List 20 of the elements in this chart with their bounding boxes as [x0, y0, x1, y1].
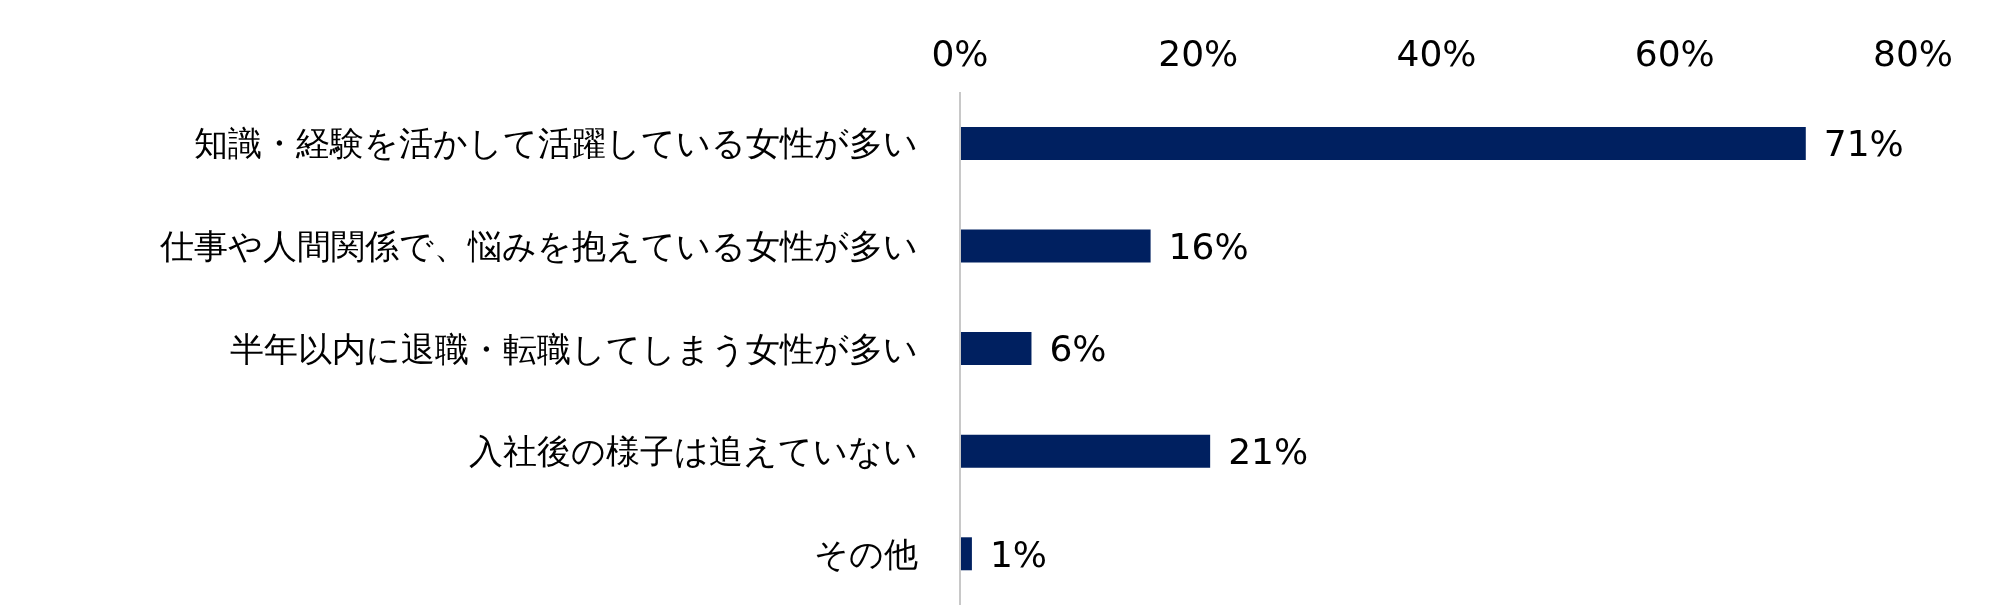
data-label: 21% [1228, 430, 1309, 472]
bar [960, 434, 1211, 468]
x-tick-label: 80% [1872, 33, 1954, 74]
bar [960, 537, 972, 571]
bar [960, 229, 1151, 263]
data-label: 71% [1823, 123, 1904, 165]
x-tick-label: 60% [1634, 33, 1715, 74]
y-tick-label: 入社後の様子は追えていない [469, 431, 918, 472]
y-tick-label: 半年以内に退職・転職してしまう女性が多い [230, 328, 918, 369]
y-tick-label: その他 [814, 533, 918, 574]
data-label: 16% [1168, 225, 1249, 267]
x-tick-label: 0% [931, 33, 989, 74]
x-tick-label: 40% [1396, 33, 1477, 74]
data-label: 1% [989, 533, 1048, 575]
bar [960, 332, 1032, 366]
bar [960, 126, 1806, 160]
x-tick-label: 20% [1158, 33, 1239, 74]
y-tick-label: 仕事や人間関係で、悩みを抱えている女性が多い [159, 225, 918, 266]
data-label: 6% [1049, 328, 1107, 370]
y-tick-label: 知識・経験を活かして活躍している女性が多い [194, 123, 918, 164]
